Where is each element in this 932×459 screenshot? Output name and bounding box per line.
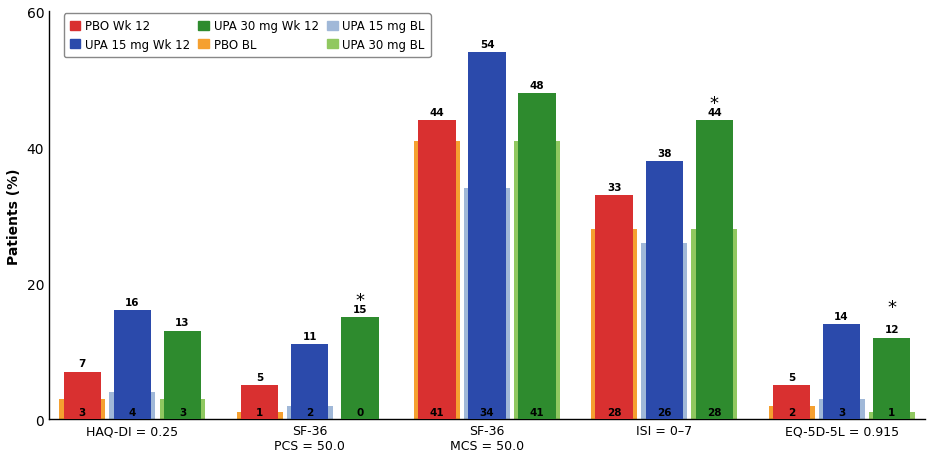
- Bar: [109, 392, 156, 419]
- Bar: [237, 413, 282, 419]
- Bar: [695, 121, 733, 419]
- Text: 26: 26: [657, 407, 672, 417]
- Bar: [114, 311, 151, 419]
- Text: 41: 41: [430, 407, 445, 417]
- Bar: [818, 399, 865, 419]
- Text: 12: 12: [884, 325, 899, 335]
- Bar: [692, 230, 737, 419]
- Y-axis label: Patients (%): Patients (%): [7, 168, 21, 264]
- Text: 3: 3: [838, 407, 845, 417]
- Bar: [518, 94, 555, 419]
- Bar: [773, 386, 810, 419]
- Text: 0: 0: [356, 407, 363, 417]
- Bar: [641, 243, 687, 419]
- Text: 13: 13: [175, 318, 190, 328]
- Bar: [164, 331, 201, 419]
- Text: 5: 5: [256, 372, 263, 382]
- Text: 33: 33: [607, 182, 622, 192]
- Text: 2: 2: [306, 407, 313, 417]
- Bar: [596, 196, 633, 419]
- Bar: [869, 413, 914, 419]
- Legend: PBO Wk 12, UPA 15 mg Wk 12, UPA 30 mg Wk 12, PBO BL, UPA 15 mg BL, UPA 30 mg BL: PBO Wk 12, UPA 15 mg Wk 12, UPA 30 mg Wk…: [63, 14, 431, 58]
- Text: 44: 44: [430, 107, 445, 118]
- Bar: [823, 325, 860, 419]
- Bar: [414, 141, 459, 419]
- Bar: [591, 230, 637, 419]
- Bar: [60, 399, 105, 419]
- Bar: [63, 372, 102, 419]
- Text: 44: 44: [707, 107, 721, 118]
- Text: 38: 38: [657, 148, 672, 158]
- Bar: [514, 141, 560, 419]
- Bar: [769, 406, 815, 419]
- Text: 15: 15: [352, 304, 367, 314]
- Text: 28: 28: [707, 407, 721, 417]
- Bar: [468, 53, 506, 419]
- Text: *: *: [887, 298, 897, 316]
- Bar: [240, 386, 279, 419]
- Text: *: *: [355, 291, 364, 309]
- Text: 16: 16: [125, 297, 140, 308]
- Text: 41: 41: [529, 407, 544, 417]
- Text: 11: 11: [303, 331, 317, 341]
- Text: 54: 54: [480, 40, 494, 50]
- Text: 1: 1: [256, 407, 263, 417]
- Bar: [464, 189, 510, 419]
- Text: 7: 7: [78, 358, 86, 369]
- Text: 4: 4: [129, 407, 136, 417]
- Text: 3: 3: [78, 407, 86, 417]
- Text: 28: 28: [607, 407, 622, 417]
- Text: 2: 2: [788, 407, 795, 417]
- Text: 14: 14: [834, 311, 849, 321]
- Text: 1: 1: [888, 407, 896, 417]
- Text: 48: 48: [529, 80, 544, 90]
- Bar: [418, 121, 456, 419]
- Text: *: *: [710, 95, 719, 113]
- Text: 34: 34: [480, 407, 494, 417]
- Bar: [159, 399, 205, 419]
- Text: 3: 3: [179, 407, 186, 417]
- Bar: [873, 338, 911, 419]
- Bar: [287, 406, 333, 419]
- Bar: [341, 318, 378, 419]
- Text: 5: 5: [788, 372, 795, 382]
- Bar: [646, 162, 683, 419]
- Bar: [291, 345, 328, 419]
